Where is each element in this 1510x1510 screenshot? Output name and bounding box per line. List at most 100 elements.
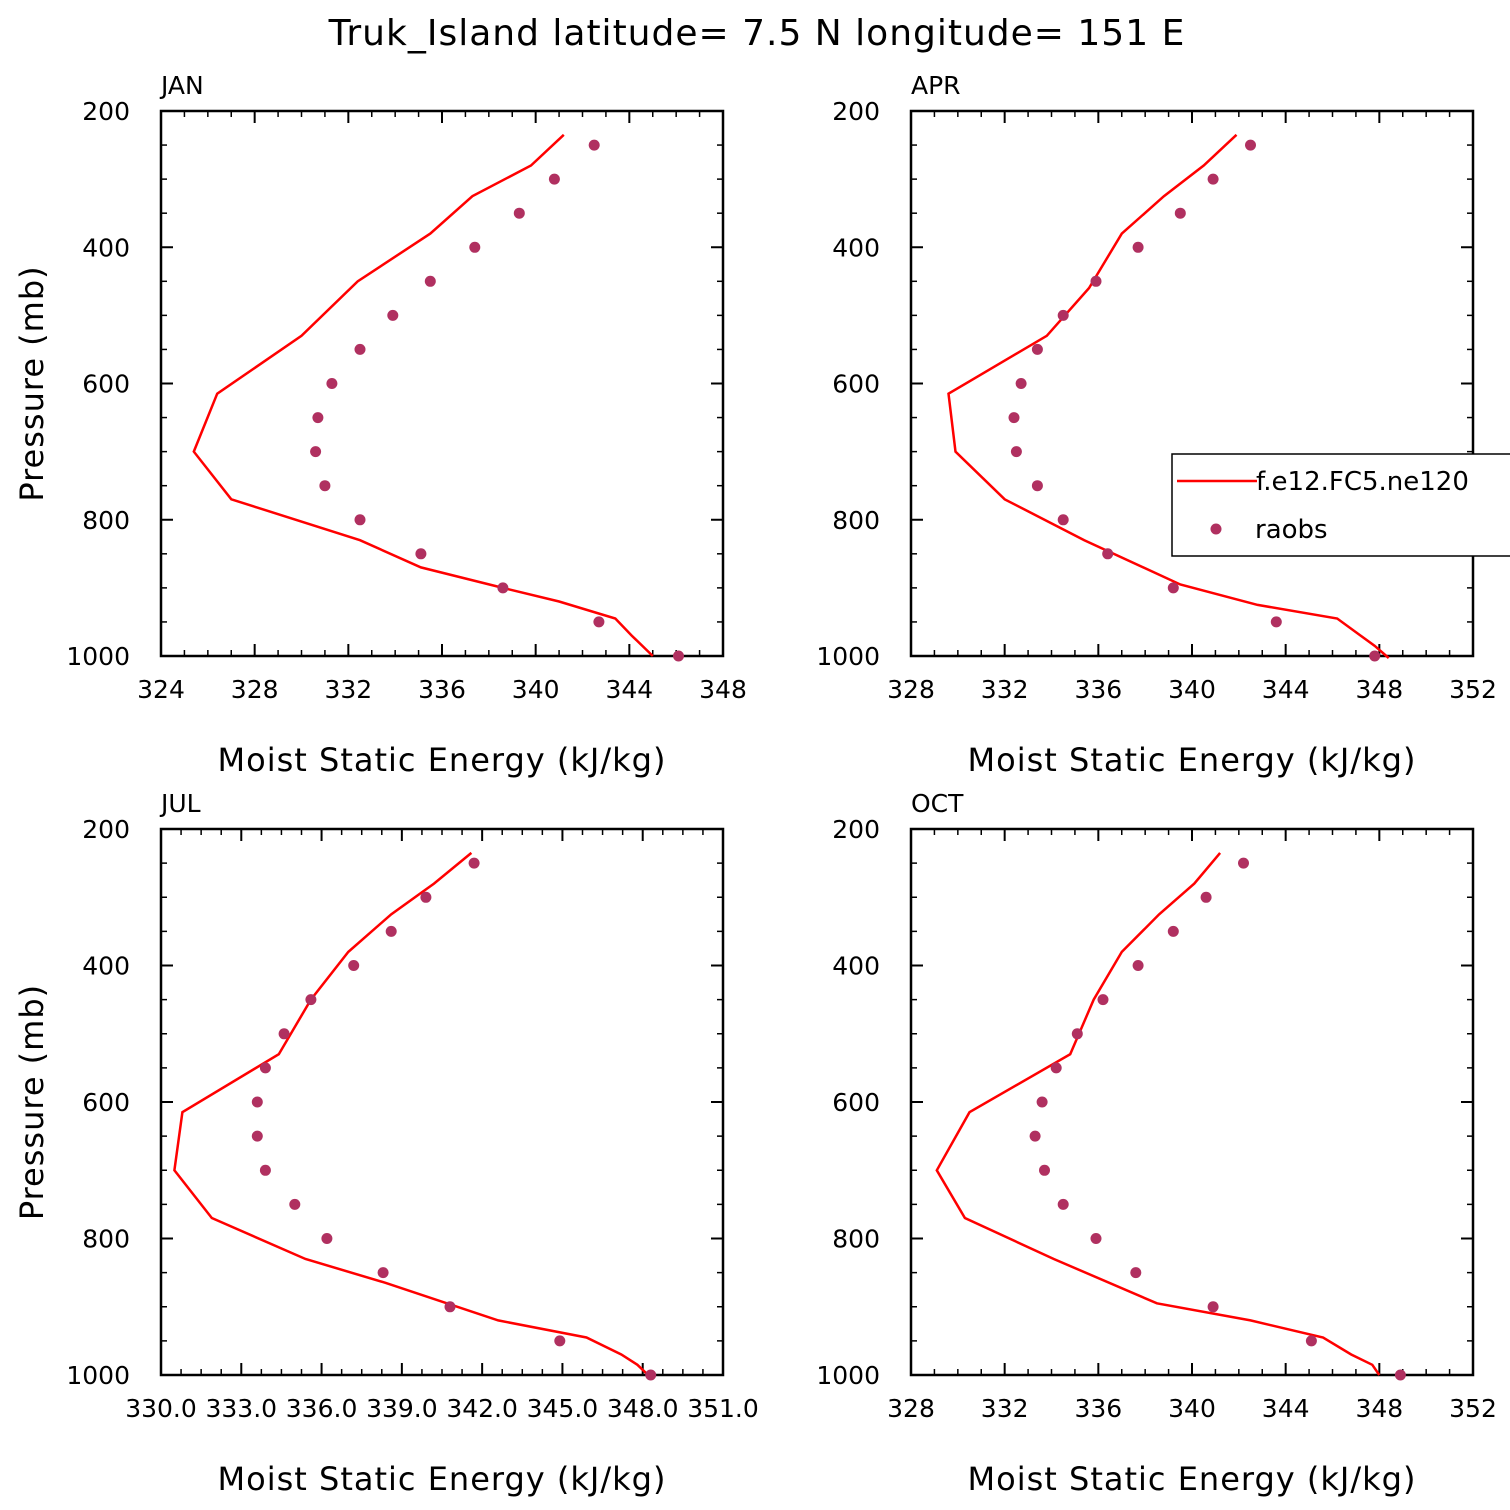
jan-panel-obs-point [469,241,481,253]
apr-panel-ytick-label: 400 [832,233,880,262]
jul-panel-xaxis-title: Moist Static Energy (kJ/kg) [218,1460,667,1498]
oct-panel-xtick-label: 352 [1449,1394,1497,1423]
jan-panel-xtick-label: 332 [324,675,372,704]
oct-panel-obs-point [1200,891,1212,903]
oct-panel-obs-point [1394,1369,1406,1381]
apr-panel-obs-point [1008,412,1020,424]
apr-panel-xtick-label: 344 [1262,675,1310,704]
jul-panel-obs-point [444,1301,456,1313]
jan-panel-obs-point [312,412,324,424]
jul-panel-month-label: JUL [159,789,201,818]
jan-panel-obs-point [548,173,560,185]
apr-panel-ytick-label: 800 [832,506,880,535]
jan-panel: JAN 324 328 332 336 340 344 348 200 400 600 800 1000… [13,71,747,779]
jan-panel-obs-point [310,446,322,458]
oct-panel-obs-point [1207,1301,1219,1313]
legend-obs-label: raobs [1255,515,1328,545]
oct-panel-obs-point [1167,925,1179,937]
jan-panel-obs-point [593,616,605,628]
jan-panel-xaxis-title: Moist Static Energy (kJ/kg) [218,741,667,779]
jul-panel-xtick-label: 336.0 [286,1394,358,1423]
apr-panel-obs-point [1245,139,1256,151]
jul-panel-ytick-label: 200 [82,815,130,844]
jan-panel-xtick-label: 340 [512,675,560,704]
jan-panel-obs-point [673,650,684,662]
jul-panel-xtick-label: 339.0 [366,1394,438,1423]
jan-panel-obs-point [415,548,427,560]
jan-panel-yaxis-title: Pressure (mb) [13,265,51,501]
jul-panel-obs-point [251,1130,263,1142]
oct-panel-month-label: OCT [911,789,964,818]
jul-panel-xtick-label: 342.0 [446,1394,518,1423]
apr-panel-ytick-label: 1000 [816,642,880,671]
apr-panel-obs-point [1207,173,1219,185]
jul-panel-ytick-label: 800 [82,1225,130,1254]
jul-panel-xtick-label: 345.0 [527,1394,599,1423]
oct-panel: OCT 328 332 336 340 344 348 352 200 400 600 800 1000… [816,789,1496,1498]
apr-panel-obs-point [1167,582,1179,594]
jul-panel-obs-point [289,1198,301,1210]
panels: JAN 324 328 332 336 340 344 348 200 400 600 800 1000… [13,71,1497,1498]
oct-panel-ytick-label: 600 [832,1088,880,1117]
jul-panel-yaxis-title: Pressure (mb) [13,984,51,1220]
jan-panel-ytick-label: 800 [82,506,130,535]
apr-panel: APR 328 332 336 340 344 348 352 200 400 600 800 1000… [816,71,1496,779]
legend: f.e12.FC5.ne120 raobs [1171,453,1510,557]
jan-panel-month-label: JAN [159,71,204,100]
oct-panel-obs-point [1305,1335,1317,1347]
oct-panel-ytick-label: 1000 [816,1361,880,1390]
oct-panel-obs-point [1029,1130,1041,1142]
jan-panel-model-line [192,133,654,657]
jan-panel-obs-point [513,207,525,219]
jul-panel-model-line [173,851,649,1376]
jul-panel-obs-point [468,857,480,869]
jan-panel-obs-point [354,514,366,526]
jul-panel-obs-point [377,1267,389,1279]
apr-panel-obs-point [1174,207,1186,219]
oct-panel-xtick-label: 340 [1168,1394,1216,1423]
apr-panel-xtick-label: 348 [1355,675,1403,704]
jul-panel: JUL 330.0 333.0 336.0 339.0 342.0 345.0 348.0 35… [13,789,759,1498]
apr-panel-obs-point [1090,275,1102,287]
legend-box [1171,453,1510,557]
oct-panel-xaxis-title: Moist Static Energy (kJ/kg) [968,1460,1417,1498]
jul-panel-obs-point [554,1335,566,1347]
oct-panel-model-line [935,852,1381,1376]
apr-panel-model-line [947,133,1390,659]
jan-panel-xtick-label: 336 [418,675,466,704]
jul-panel-xtick-label: 348.0 [607,1394,679,1423]
oct-panel-obs-point [1039,1164,1050,1176]
oct-panel-xtick-label: 332 [981,1394,1029,1423]
oct-panel-xtick-label: 344 [1262,1394,1310,1423]
apr-panel-obs-point [1270,616,1282,628]
oct-panel-obs-point [1071,1028,1083,1040]
jul-panel-xtick-label: 330.0 [125,1394,197,1423]
oct-panel-obs-point [1057,1198,1069,1210]
jul-panel-obs-point [259,1164,271,1176]
jul-panel-obs-point [305,994,317,1006]
jan-panel-ytick-label: 1000 [66,642,130,671]
oct-panel-obs-point [1090,1233,1102,1244]
oct-panel-obs-point [1238,857,1249,869]
apr-panel-xtick-label: 332 [981,675,1029,704]
apr-panel-obs-point [1010,446,1022,458]
oct-panel-obs-point [1130,1267,1142,1279]
apr-panel-ytick-label: 200 [832,97,880,126]
apr-panel-xaxis-title: Moist Static Energy (kJ/kg) [968,741,1417,779]
jul-panel-obs-point [321,1233,333,1244]
apr-panel-obs-point [1015,378,1027,389]
jul-panel-obs-point [348,960,360,971]
oct-panel-xtick-label: 348 [1355,1394,1403,1423]
jan-panel-obs-point [588,139,600,151]
oct-panel-ytick-label: 200 [832,815,880,844]
oct-panel-ytick-label: 400 [832,952,880,981]
apr-panel-ytick-label: 600 [832,370,880,399]
jul-panel-obs-point [278,1028,290,1040]
jan-panel-obs-point [387,309,399,321]
apr-panel-month-label: APR [911,71,961,100]
jan-panel-obs-point [326,378,338,389]
apr-panel-obs-point [1102,548,1114,560]
oct-panel-obs-point [1132,960,1144,971]
